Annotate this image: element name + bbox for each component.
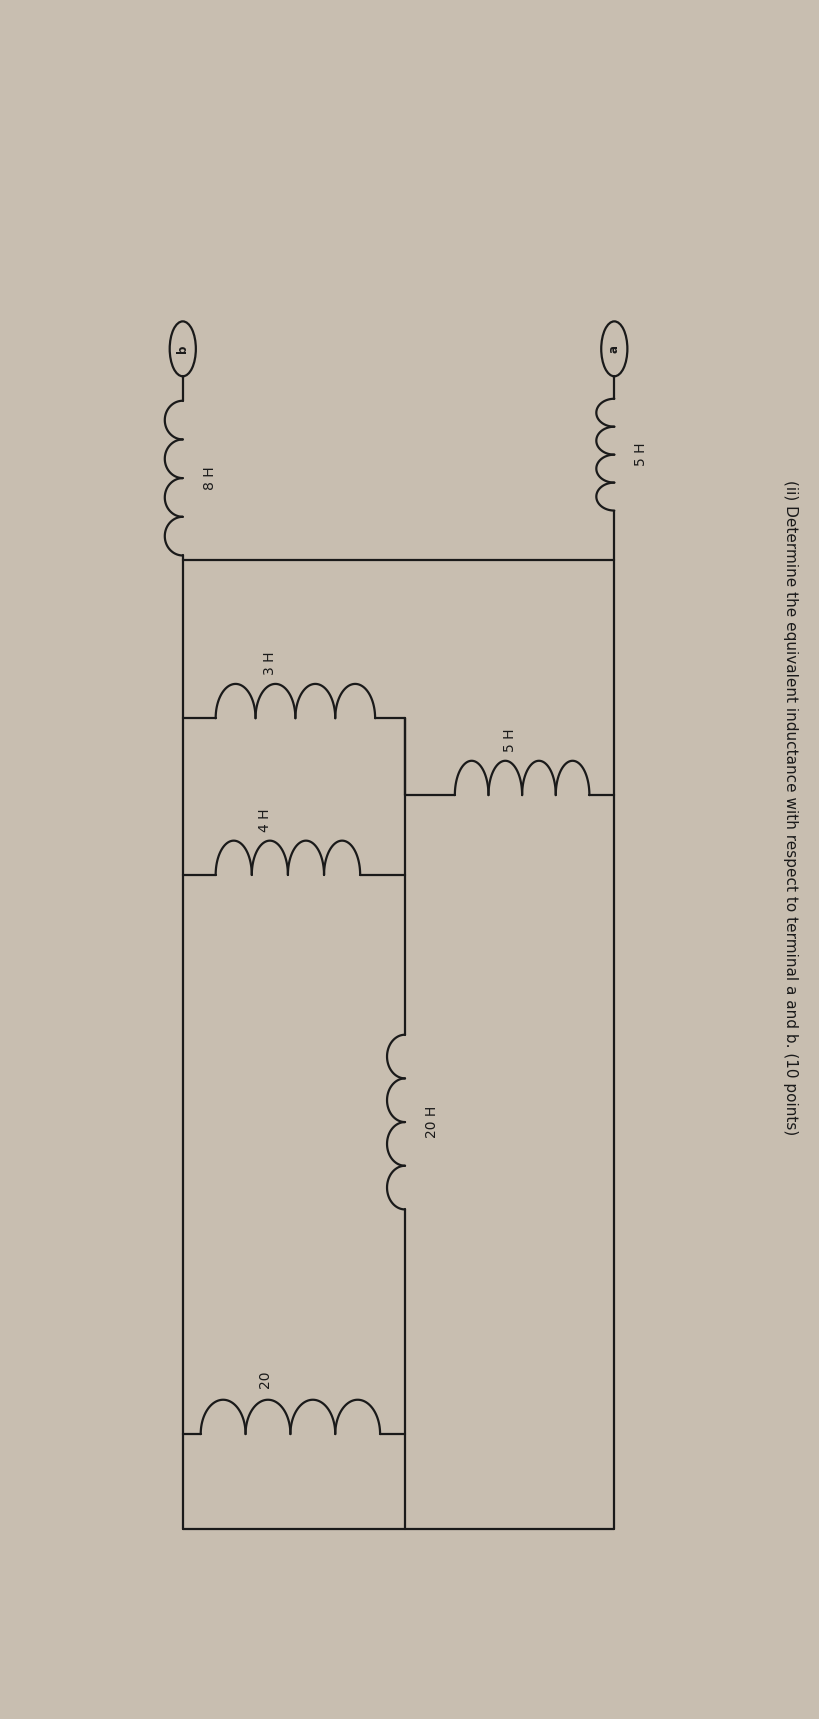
Text: 5 H: 5 H: [502, 729, 516, 751]
Text: 20 H: 20 H: [424, 1105, 438, 1138]
Text: b: b: [176, 344, 189, 352]
Text: a: a: [607, 346, 620, 352]
Text: 3 H: 3 H: [263, 652, 277, 676]
Text: 8 H: 8 H: [202, 466, 216, 490]
Text: 4 H: 4 H: [258, 808, 272, 832]
Text: 5 H: 5 H: [634, 444, 648, 466]
Text: 20: 20: [258, 1370, 272, 1387]
Text: (ii) Determine the equivalent inductance with respect to terminal a and b. (10 p: (ii) Determine the equivalent inductance…: [781, 480, 797, 1136]
